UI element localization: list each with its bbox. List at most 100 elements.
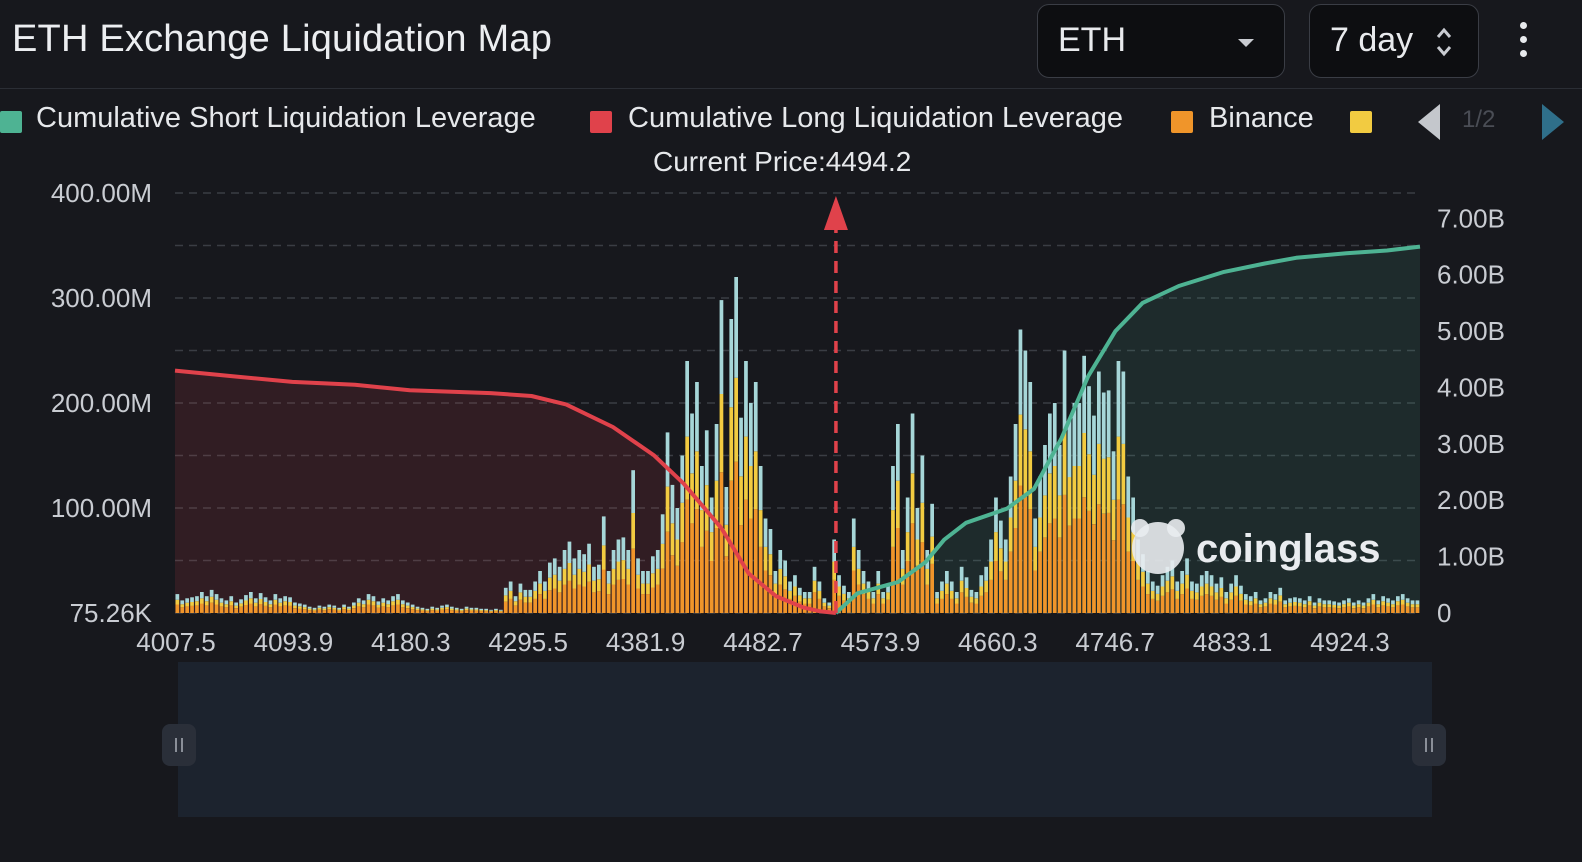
- legend-next-icon[interactable]: [1542, 104, 1564, 140]
- exchange-bar: [1391, 600, 1395, 605]
- other-exchange-bar: [866, 591, 871, 599]
- exchange-bar: [1405, 598, 1410, 603]
- exchange-bar: [513, 596, 518, 602]
- other-exchange-bar: [886, 592, 890, 600]
- current-price-marker: [823, 196, 848, 613]
- binance-bar: [298, 608, 302, 613]
- exchange-bar: [1126, 476, 1131, 518]
- binance-bar: [1175, 598, 1180, 613]
- exchange-bar: [700, 466, 704, 511]
- binance-bar: [724, 556, 729, 613]
- exchange-bar: [494, 608, 498, 611]
- exchange-bar: [552, 558, 557, 575]
- binance-bar: [1190, 598, 1194, 613]
- other-exchange-bar: [597, 579, 601, 592]
- legend-prev-icon[interactable]: [1418, 104, 1440, 140]
- binance-bar: [1180, 594, 1184, 613]
- time-range-select[interactable]: 7 day: [1309, 4, 1479, 78]
- binance-bar: [1111, 540, 1116, 613]
- binance-bar: [533, 598, 537, 613]
- exchange-bar: [1150, 581, 1155, 591]
- time-range-value: 7 day: [1330, 21, 1414, 59]
- exchange-bar: [915, 508, 920, 540]
- binance-bar: [293, 608, 297, 613]
- other-exchange-bar: [494, 610, 498, 612]
- exchange-bar: [729, 319, 734, 408]
- exchange-bar: [807, 592, 812, 599]
- binance-bar: [234, 608, 238, 613]
- other-exchange-bar: [1170, 576, 1175, 590]
- binance-bar: [817, 598, 822, 613]
- exchange-bar: [606, 571, 611, 584]
- binance-bar: [376, 607, 381, 613]
- other-exchange-bar: [749, 466, 753, 519]
- header-bar: ETH Exchange Liquidation Map ETH 7 day: [0, 0, 1582, 89]
- exchange-bar: [749, 403, 753, 466]
- binance-bar: [1415, 607, 1420, 613]
- binance-bar: [788, 598, 792, 613]
- other-exchange-bar: [1332, 604, 1336, 608]
- binance-bar: [744, 499, 748, 613]
- other-exchange-bar: [714, 480, 719, 528]
- current-price-label: Current Price:4494.2: [653, 146, 912, 177]
- coinglass-logo-ear: [1131, 519, 1149, 537]
- binance-bar: [749, 518, 753, 613]
- exchange-bar: [832, 539, 836, 562]
- exchange-bar: [396, 594, 400, 600]
- binance-bar: [1018, 485, 1023, 613]
- other-exchange-bar: [798, 595, 802, 602]
- y-right-tick-label: 0: [1437, 598, 1451, 628]
- binance-bar: [856, 584, 861, 613]
- binance-bar: [964, 596, 969, 613]
- other-exchange-bar: [817, 591, 822, 599]
- binance-bar: [851, 570, 856, 613]
- other-exchange-bar: [641, 583, 645, 595]
- binance-bar: [1072, 518, 1077, 613]
- binance-bar: [1057, 537, 1062, 613]
- binance-bar: [1067, 525, 1072, 613]
- y-left-tick-label: 200.00M: [51, 388, 152, 418]
- brush-handle-right: [1412, 724, 1446, 766]
- other-exchange-bar: [891, 510, 895, 547]
- binance-bar: [655, 584, 660, 613]
- exchange-bar: [195, 596, 199, 602]
- exchange-bar: [984, 566, 988, 581]
- exchange-bar: [651, 556, 655, 574]
- coin-select[interactable]: ETH: [1037, 4, 1285, 78]
- y-right-tick-label: 2.00B: [1437, 485, 1505, 515]
- exchange-bar: [1396, 596, 1400, 602]
- other-exchange-bar: [660, 543, 665, 569]
- more-options-icon[interactable]: [1517, 18, 1529, 66]
- x-tick-label: 4180.3: [371, 627, 451, 657]
- other-exchange-bar: [631, 513, 635, 549]
- exchange-bar: [562, 550, 567, 569]
- watermark-text: coinglass: [1196, 527, 1381, 571]
- other-exchange-bar: [175, 599, 180, 605]
- exchange-bar: [567, 541, 572, 563]
- other-exchange-bar: [1386, 602, 1390, 607]
- exchange-bar: [1199, 575, 1204, 587]
- x-tick-label: 4295.5: [488, 627, 568, 657]
- exchange-bar: [1111, 451, 1116, 500]
- exchange-bar: [268, 600, 273, 605]
- other-exchange-bar: [278, 602, 283, 607]
- exchange-bar: [989, 539, 993, 562]
- binance-bar: [557, 592, 562, 613]
- other-exchange-bar: [209, 596, 214, 603]
- exchange-bar: [332, 605, 337, 608]
- exchange-bar: [1057, 445, 1062, 496]
- exchange-bar: [979, 575, 984, 587]
- binance-bar: [959, 592, 964, 613]
- other-exchange-bar: [312, 609, 317, 611]
- exchange-bar: [489, 609, 493, 611]
- zoom-brush: [162, 662, 1446, 817]
- exchange-bar: [1317, 598, 1322, 603]
- binance-bar: [641, 594, 645, 613]
- binance-bar: [548, 590, 552, 613]
- binance-bar: [469, 610, 474, 613]
- exchange-bar: [1160, 575, 1165, 587]
- exchange-bar: [1376, 600, 1381, 605]
- other-exchange-bar: [690, 473, 694, 524]
- other-exchange-bar: [204, 601, 209, 606]
- binance-bar: [1077, 518, 1082, 613]
